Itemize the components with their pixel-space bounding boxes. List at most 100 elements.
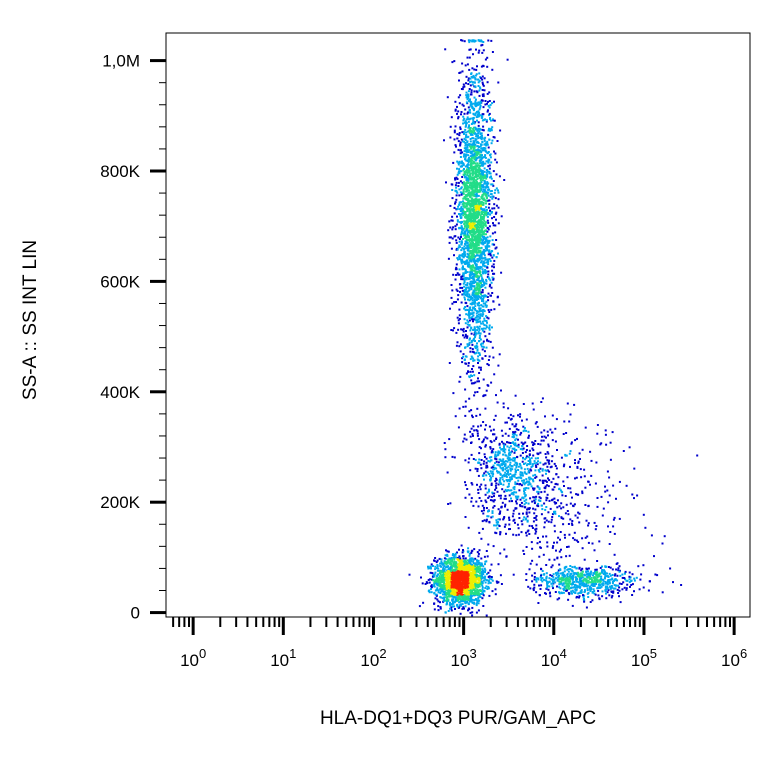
data-point bbox=[463, 563, 466, 566]
data-point bbox=[468, 299, 471, 302]
data-point bbox=[482, 113, 485, 116]
data-point bbox=[469, 358, 472, 361]
data-point bbox=[479, 314, 482, 317]
data-point bbox=[471, 214, 474, 217]
data-point bbox=[466, 578, 469, 581]
data-point bbox=[477, 205, 479, 208]
data-point bbox=[481, 228, 483, 231]
data-point bbox=[472, 307, 475, 310]
data-point bbox=[451, 237, 454, 240]
data-point bbox=[456, 571, 459, 574]
data-point bbox=[462, 248, 465, 251]
data-point bbox=[452, 161, 455, 164]
data-point bbox=[467, 179, 470, 182]
data-point bbox=[479, 258, 481, 261]
data-point bbox=[443, 581, 445, 584]
data-point bbox=[460, 233, 463, 236]
data-point bbox=[489, 156, 492, 159]
data-point bbox=[478, 304, 481, 307]
data-point bbox=[477, 206, 479, 209]
data-point bbox=[466, 228, 468, 231]
data-point bbox=[458, 256, 461, 259]
data-point bbox=[466, 172, 469, 174]
data-point bbox=[483, 283, 486, 286]
data-point bbox=[473, 130, 476, 133]
data-point bbox=[471, 318, 474, 321]
data-point bbox=[480, 143, 483, 146]
data-point bbox=[482, 378, 485, 381]
data-point bbox=[469, 39, 472, 42]
data-point bbox=[460, 216, 463, 219]
data-point bbox=[477, 164, 480, 167]
data-point bbox=[477, 194, 480, 197]
data-point bbox=[468, 263, 471, 266]
data-point bbox=[457, 589, 460, 592]
data-point bbox=[452, 598, 455, 601]
data-point bbox=[476, 216, 479, 218]
data-point bbox=[472, 581, 475, 584]
data-point bbox=[491, 243, 494, 246]
data-point bbox=[452, 392, 455, 395]
data-point bbox=[471, 312, 474, 315]
data-point bbox=[451, 554, 454, 557]
data-point bbox=[466, 345, 469, 348]
data-point bbox=[477, 171, 480, 174]
data-point bbox=[480, 241, 483, 244]
data-point bbox=[464, 605, 467, 608]
data-point bbox=[478, 581, 481, 584]
data-point bbox=[488, 225, 491, 228]
data-point bbox=[457, 570, 459, 572]
data-point bbox=[459, 576, 462, 578]
data-point bbox=[453, 254, 455, 257]
data-point bbox=[520, 441, 523, 444]
data-point bbox=[465, 194, 467, 197]
data-point bbox=[471, 234, 474, 237]
data-point bbox=[429, 571, 432, 574]
data-point bbox=[545, 472, 547, 475]
data-point bbox=[450, 296, 453, 299]
data-point bbox=[476, 186, 479, 188]
data-point bbox=[473, 599, 476, 602]
data-point bbox=[465, 214, 468, 216]
data-point bbox=[457, 117, 460, 120]
data-point bbox=[438, 575, 441, 578]
data-point bbox=[449, 604, 452, 607]
data-point bbox=[486, 142, 489, 145]
data-point bbox=[464, 232, 466, 235]
data-point bbox=[459, 582, 462, 585]
data-point bbox=[459, 564, 462, 567]
data-point bbox=[464, 242, 466, 245]
data-point bbox=[489, 103, 492, 106]
data-point bbox=[474, 112, 477, 115]
data-point bbox=[442, 583, 445, 586]
data-point bbox=[492, 180, 495, 182]
data-point bbox=[468, 259, 471, 262]
data-point bbox=[479, 204, 482, 207]
data-point bbox=[460, 232, 463, 235]
data-point bbox=[455, 176, 458, 179]
data-point bbox=[464, 120, 467, 123]
data-point bbox=[472, 584, 475, 587]
data-point bbox=[486, 230, 489, 233]
data-point bbox=[478, 565, 481, 568]
data-point bbox=[474, 39, 477, 42]
data-point bbox=[491, 68, 494, 71]
data-point bbox=[476, 165, 479, 168]
data-point bbox=[477, 103, 480, 106]
data-point bbox=[477, 425, 480, 428]
data-point bbox=[470, 295, 472, 298]
data-point bbox=[439, 596, 442, 599]
data-point bbox=[466, 559, 469, 562]
data-point bbox=[462, 334, 464, 337]
data-point bbox=[472, 74, 475, 77]
data-point bbox=[461, 160, 463, 163]
data-point bbox=[460, 113, 462, 116]
data-point bbox=[474, 85, 477, 88]
data-point bbox=[453, 151, 456, 154]
data-point bbox=[456, 593, 459, 596]
data-point bbox=[479, 87, 482, 90]
data-point bbox=[474, 333, 477, 336]
data-point bbox=[525, 429, 528, 432]
data-point bbox=[473, 220, 476, 222]
data-point bbox=[470, 177, 473, 180]
